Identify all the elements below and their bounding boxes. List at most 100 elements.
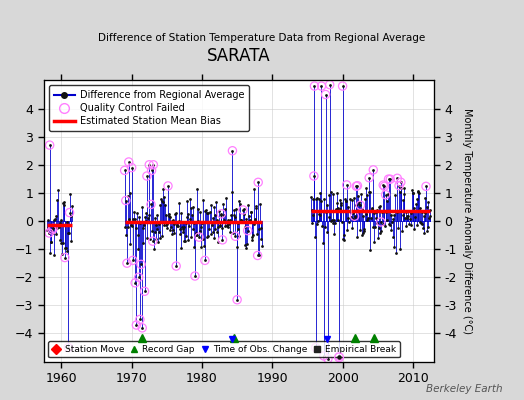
Point	[416, 205, 424, 211]
Point	[335, 353, 343, 359]
Point	[155, 229, 163, 235]
Point	[374, 235, 382, 242]
Point	[352, 183, 361, 190]
Point	[326, 189, 335, 196]
Point	[254, 252, 262, 259]
Point	[384, 176, 392, 182]
Point	[391, 207, 400, 214]
Point	[48, 227, 56, 233]
Point	[380, 183, 389, 190]
Point	[199, 197, 208, 204]
Point	[137, 261, 145, 268]
Point	[417, 220, 425, 226]
Point	[340, 232, 348, 238]
Point	[172, 263, 180, 269]
Point	[244, 228, 252, 234]
Point	[246, 217, 254, 223]
Point	[227, 218, 235, 224]
Point	[198, 220, 206, 226]
Point	[393, 175, 401, 182]
Point	[191, 273, 199, 279]
Point	[330, 217, 338, 224]
Point	[240, 211, 248, 218]
Point	[342, 198, 350, 204]
Point	[337, 200, 346, 206]
Point	[358, 213, 367, 219]
Point	[343, 182, 351, 188]
Point	[355, 199, 364, 205]
Point	[47, 239, 56, 245]
Point	[308, 207, 316, 214]
Point	[123, 260, 131, 266]
Point	[413, 189, 422, 196]
Point	[347, 225, 356, 231]
Point	[129, 257, 137, 264]
Point	[200, 218, 208, 225]
Point	[412, 201, 420, 207]
Point	[185, 216, 194, 222]
Point	[153, 226, 161, 232]
Point	[53, 187, 62, 193]
Point	[235, 198, 244, 204]
Point	[173, 222, 181, 228]
Point	[132, 322, 140, 328]
Point	[254, 252, 262, 259]
Point	[373, 207, 381, 213]
Point	[335, 353, 343, 359]
Point	[352, 202, 360, 209]
Point	[221, 223, 230, 229]
Point	[152, 222, 160, 228]
Point	[357, 206, 366, 212]
Point	[175, 218, 183, 224]
Point	[141, 214, 149, 220]
Point	[315, 196, 323, 202]
Point	[126, 190, 134, 196]
Point	[369, 167, 377, 173]
Point	[121, 167, 129, 174]
Point	[140, 222, 148, 228]
Point	[132, 225, 140, 232]
Point	[345, 219, 353, 226]
Point	[219, 237, 227, 243]
Point	[353, 182, 362, 189]
Point	[244, 202, 253, 208]
Point	[203, 234, 212, 240]
Point	[373, 220, 381, 226]
Point	[162, 225, 171, 232]
Point	[171, 210, 180, 217]
Point	[319, 208, 328, 214]
Point	[222, 194, 230, 201]
Point	[254, 179, 263, 186]
Point	[162, 222, 170, 228]
Point	[60, 202, 69, 208]
Point	[205, 226, 213, 232]
Point	[403, 208, 412, 215]
Point	[179, 225, 188, 232]
Point	[63, 218, 71, 225]
Point	[231, 214, 239, 220]
Point	[391, 192, 399, 198]
Point	[217, 211, 225, 217]
Point	[129, 216, 138, 222]
Point	[344, 204, 352, 210]
Point	[133, 210, 141, 216]
Point	[161, 212, 170, 218]
Point	[232, 244, 241, 250]
Point	[196, 244, 205, 250]
Point	[66, 209, 74, 216]
Point	[133, 246, 141, 252]
Point	[199, 236, 207, 242]
Point	[43, 217, 52, 223]
Point	[156, 202, 164, 208]
Point	[149, 238, 157, 244]
Point	[356, 202, 365, 208]
Point	[354, 201, 363, 208]
Point	[385, 220, 394, 227]
Point	[209, 228, 217, 235]
Point	[413, 222, 421, 228]
Point	[226, 212, 235, 218]
Point	[365, 174, 374, 181]
Point	[321, 91, 330, 98]
Point	[375, 204, 384, 210]
Point	[50, 252, 59, 258]
